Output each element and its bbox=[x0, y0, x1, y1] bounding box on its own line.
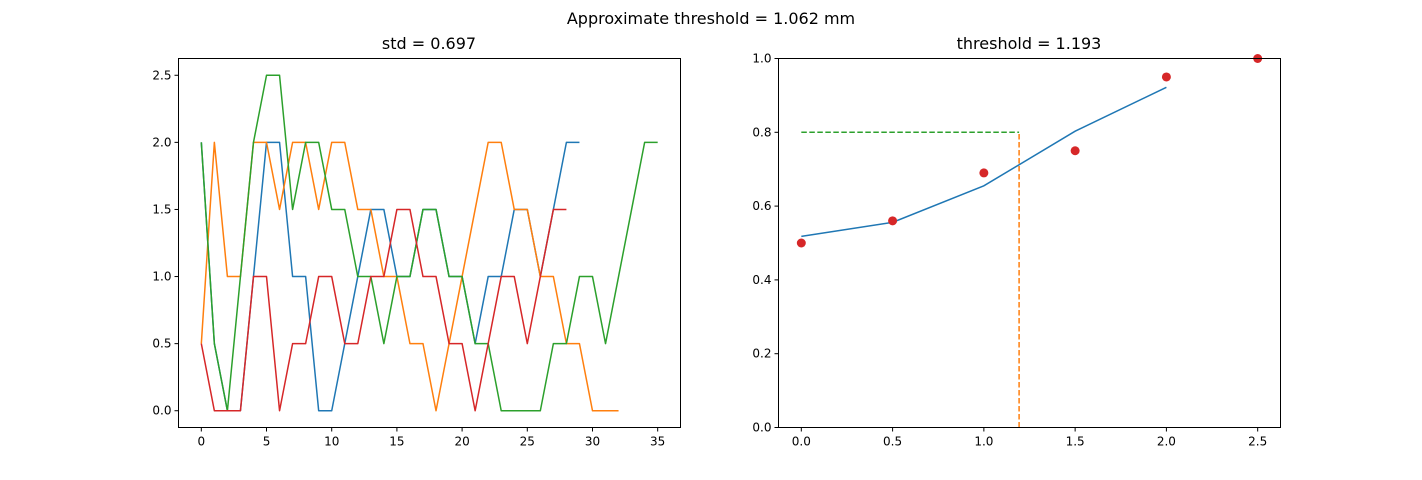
left-x-tick-label: 25 bbox=[520, 435, 535, 449]
right-scatter-chart: threshold = 1.193 0.0 0.5 1.0 1.5 2.0 2.5 0.0… bbox=[752, 34, 1281, 449]
right-y-axis-ticks: 0.0 0.2 0.4 0.6 0.8 1.0 bbox=[752, 52, 779, 435]
right-chart-title: threshold = 1.193 bbox=[957, 34, 1102, 53]
right-y-tick-label: 0.4 bbox=[752, 273, 771, 287]
left-x-axis-ticks: 0 5 10 15 20 25 30 35 bbox=[197, 427, 665, 449]
left-y-tick-label: 2.5 bbox=[152, 68, 171, 82]
right-y-tick-label: 1.0 bbox=[752, 52, 771, 66]
left-line-chart: std = 0.697 0 5 10 15 20 25 30 35 0.0 0.5 1.0 1.5 2… bbox=[152, 34, 681, 449]
right-x-tick-label: 0.0 bbox=[792, 435, 811, 449]
right-y-tick-label: 0.8 bbox=[752, 125, 771, 139]
right-x-tick-label: 0.5 bbox=[883, 435, 902, 449]
right-y-tick-label: 0.6 bbox=[752, 199, 771, 213]
series-line-4 bbox=[200, 208, 567, 412]
right-x-axis-ticks: 0.0 0.5 1.0 1.5 2.0 2.5 bbox=[792, 427, 1267, 449]
right-y-tick-label: 0.0 bbox=[752, 421, 771, 435]
data-point bbox=[888, 216, 898, 226]
data-point bbox=[979, 168, 989, 178]
right-series-layer bbox=[796, 54, 1263, 428]
left-x-tick-label: 15 bbox=[389, 435, 404, 449]
left-x-tick-label: 5 bbox=[263, 435, 271, 449]
right-plot-frame bbox=[778, 58, 1281, 428]
left-y-axis-ticks: 0.0 0.5 1.0 1.5 2.0 2.5 bbox=[152, 68, 179, 418]
right-x-tick-label: 1.0 bbox=[974, 435, 993, 449]
figure-suptitle: Approximate threshold = 1.062 mm bbox=[567, 9, 855, 28]
data-point bbox=[1161, 72, 1171, 82]
right-y-tick-label: 0.2 bbox=[752, 347, 771, 361]
series-line-3 bbox=[200, 74, 658, 412]
left-x-tick-label: 35 bbox=[650, 435, 665, 449]
fit-line bbox=[801, 86, 1167, 238]
left-y-tick-label: 1.0 bbox=[152, 270, 171, 284]
left-y-tick-label: 0.0 bbox=[152, 404, 171, 418]
series-line-2 bbox=[200, 141, 619, 412]
left-x-tick-label: 10 bbox=[324, 435, 339, 449]
right-x-tick-label: 2.5 bbox=[1248, 435, 1267, 449]
data-point bbox=[796, 238, 806, 248]
right-x-tick-label: 1.5 bbox=[1066, 435, 1085, 449]
left-x-tick-label: 0 bbox=[197, 435, 205, 449]
data-point bbox=[1070, 146, 1080, 156]
left-y-tick-label: 1.5 bbox=[152, 202, 171, 216]
left-x-tick-label: 20 bbox=[454, 435, 469, 449]
left-series-layer bbox=[200, 74, 658, 412]
right-x-tick-label: 2.0 bbox=[1157, 435, 1176, 449]
left-y-tick-label: 0.5 bbox=[152, 337, 171, 351]
left-chart-title: std = 0.697 bbox=[382, 34, 476, 53]
left-y-tick-label: 2.0 bbox=[152, 135, 171, 149]
left-plot-frame bbox=[178, 58, 681, 428]
left-x-tick-label: 30 bbox=[585, 435, 600, 449]
